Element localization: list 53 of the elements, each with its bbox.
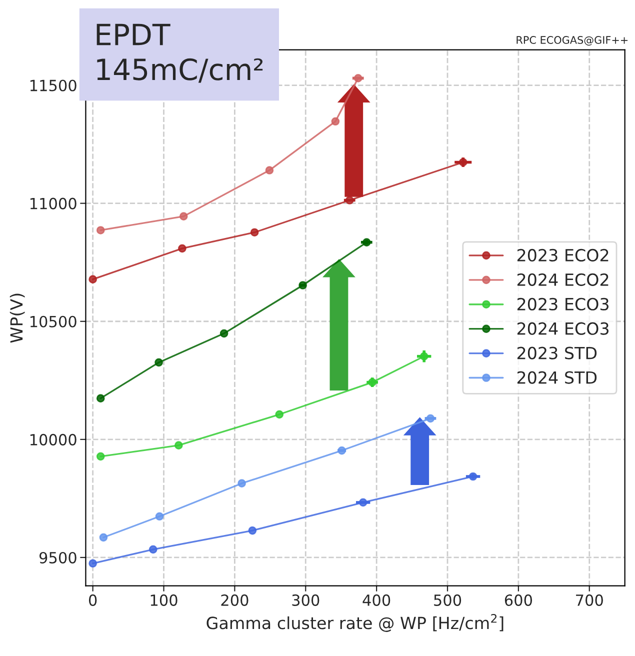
point xyxy=(265,166,274,174)
point xyxy=(96,452,105,461)
point xyxy=(354,74,362,82)
point xyxy=(88,559,97,568)
x-axis-title: Gamma cluster rate @ WP [Hz/cm$^{2}$] xyxy=(206,614,504,632)
point xyxy=(426,414,435,423)
point xyxy=(420,352,428,360)
text: RPC ECOGAS@GIF++ xyxy=(516,36,628,46)
x-tick-label: 0 xyxy=(88,594,97,606)
point xyxy=(345,196,354,204)
y-tick-label: 10500 xyxy=(30,316,76,328)
legend-label: 2024 ECO2 xyxy=(517,273,608,286)
y-tick-label: 11500 xyxy=(30,80,76,92)
point xyxy=(96,226,105,234)
point xyxy=(250,228,259,237)
legend-label: 2023 ECO2 xyxy=(517,248,608,262)
y-tick-label: 9500 xyxy=(39,552,76,564)
x-tick-label: 500 xyxy=(434,594,462,606)
point xyxy=(179,212,188,220)
point xyxy=(99,533,108,542)
point xyxy=(362,238,371,246)
point xyxy=(155,512,164,521)
point xyxy=(358,498,368,507)
annotation: EPDT 145mC/cm² xyxy=(96,24,263,83)
point xyxy=(154,358,163,367)
point xyxy=(331,117,340,126)
point xyxy=(88,275,97,284)
point xyxy=(238,479,246,488)
y-axis-title: WP(V) xyxy=(10,294,25,343)
x-tick-label: 100 xyxy=(150,594,178,606)
x-tick-label: 400 xyxy=(362,594,390,606)
legend-label: 2024 ECO3 xyxy=(517,322,608,335)
point xyxy=(458,158,468,166)
y-tick-label: 11000 xyxy=(30,198,76,210)
x-tick-label: 300 xyxy=(292,594,320,606)
x-tick-label: 200 xyxy=(221,594,248,606)
x-tick-label: 600 xyxy=(504,594,532,606)
point xyxy=(368,378,376,386)
point xyxy=(174,441,183,450)
legend-label: 2024 STD xyxy=(517,371,597,384)
point xyxy=(298,281,307,290)
point xyxy=(178,244,186,253)
point xyxy=(468,472,478,481)
point xyxy=(148,545,158,554)
point xyxy=(338,446,346,455)
y-tick-label: 10000 xyxy=(30,434,76,446)
point xyxy=(248,526,257,535)
point xyxy=(96,394,105,403)
legend-label: 2023 ECO3 xyxy=(517,298,608,310)
point xyxy=(220,329,228,338)
legend-label: 2023 STD xyxy=(517,346,597,360)
point xyxy=(275,410,284,419)
x-tick-label: 700 xyxy=(576,594,603,606)
